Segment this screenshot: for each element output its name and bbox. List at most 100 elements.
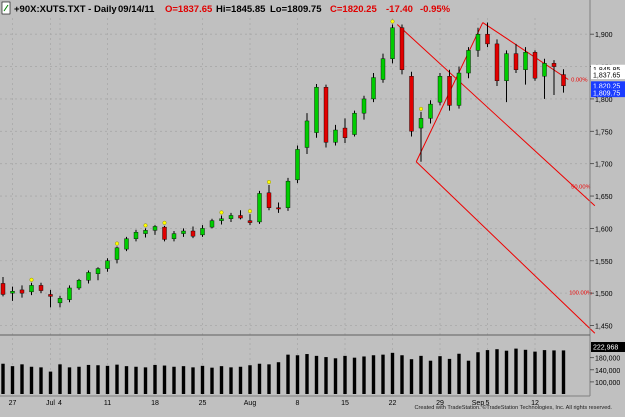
volume-bar xyxy=(143,367,148,394)
candle-up xyxy=(219,218,224,221)
price-badge-label: 1,820.25 xyxy=(593,84,620,91)
price-tick-label: 1,750 xyxy=(595,129,613,136)
candle-down xyxy=(0,283,6,295)
chart-header: +90X:XUTS.TXT - Daily 09/14/11 O=1837.65… xyxy=(1,1,451,15)
volume-bar xyxy=(48,371,53,394)
volume-tick-label: 140,000 xyxy=(595,368,620,375)
candle-up xyxy=(371,77,376,100)
candle-down xyxy=(323,87,329,143)
candle-down xyxy=(447,76,452,106)
candle-down xyxy=(399,27,405,70)
volume-bar xyxy=(172,366,176,394)
candle-up xyxy=(361,98,367,114)
candle-down xyxy=(561,74,566,87)
volume-bar xyxy=(77,366,81,394)
volume-badge xyxy=(591,342,625,352)
price-badge xyxy=(591,70,625,80)
volume-bar xyxy=(219,366,224,394)
volume-bar xyxy=(257,363,262,394)
volume-bar xyxy=(200,365,205,394)
pitchfork-level-label: 100.00% xyxy=(569,290,592,296)
candle-up xyxy=(437,76,443,103)
volume-bar xyxy=(58,364,62,394)
signal-marker xyxy=(162,220,167,225)
pitchfork-lower-line xyxy=(415,161,596,334)
volume-bar xyxy=(210,367,214,394)
signal-marker xyxy=(267,180,272,185)
price-tick-label: 1,650 xyxy=(595,194,613,201)
volume-bar xyxy=(362,356,366,394)
candle-up xyxy=(542,63,547,77)
candle-down xyxy=(276,207,281,210)
volume-bar xyxy=(533,351,537,394)
price-badge xyxy=(591,81,625,91)
price-tick-label: 1,450 xyxy=(595,324,613,331)
volume-bar xyxy=(447,358,452,394)
time-tick-label: 5 xyxy=(486,400,490,407)
time-tick-label: 11 xyxy=(104,400,111,407)
open-label: O=1837.65 xyxy=(165,4,213,15)
volume-bar xyxy=(295,355,300,394)
time-tick-label: 22 xyxy=(389,400,397,407)
signal-marker xyxy=(247,209,252,214)
candle-down xyxy=(48,294,53,297)
candle-down xyxy=(485,33,490,45)
volume-bar xyxy=(29,366,34,394)
candle-up xyxy=(228,215,234,219)
price-badge-label: 1,809.75 xyxy=(593,90,620,97)
candle-up xyxy=(314,87,319,133)
volume-tick-label: 100,000 xyxy=(595,380,620,387)
candle-up xyxy=(76,280,82,289)
volume-bar xyxy=(343,355,347,394)
volume-bar xyxy=(39,367,43,394)
volume-bar xyxy=(324,357,328,394)
volume-bar xyxy=(286,354,290,394)
candle-up xyxy=(257,193,262,223)
candle-up xyxy=(295,149,300,181)
volume-bar xyxy=(514,348,518,394)
candle-down xyxy=(551,63,557,67)
price-tick-label: 1,900 xyxy=(595,32,613,39)
candle-up xyxy=(209,220,215,228)
time-tick-label: 8 xyxy=(296,400,300,407)
candle-up xyxy=(10,291,15,294)
price-tick-label: 1,700 xyxy=(595,162,613,169)
volume-bar xyxy=(20,364,24,394)
volume-bar xyxy=(381,354,385,394)
candle-up xyxy=(304,120,310,148)
volume-bar xyxy=(267,364,271,394)
candle-up xyxy=(105,260,110,269)
candle-down xyxy=(19,289,25,294)
volume-bar xyxy=(504,350,509,394)
symbol-icon-mark xyxy=(3,4,9,12)
price-badge xyxy=(591,88,625,98)
volume-tick-label: 180,000 xyxy=(595,356,620,363)
volume-bar xyxy=(438,356,442,394)
candle-up xyxy=(466,50,471,74)
price-tick-label: 1,800 xyxy=(595,97,613,104)
time-tick-label: 29 xyxy=(436,400,444,407)
volume-bar xyxy=(67,367,72,394)
volume-bar xyxy=(191,367,195,394)
candle-up xyxy=(29,285,34,293)
candle-up xyxy=(352,112,357,135)
candle-up xyxy=(333,129,338,143)
candle-up xyxy=(285,180,291,208)
date-label: 09/14/11 xyxy=(118,4,155,15)
price-badge xyxy=(591,64,625,74)
candle-down xyxy=(513,53,519,70)
symbol-label: +90X:XUTS.TXT - Daily xyxy=(14,4,117,15)
candle-up xyxy=(152,226,158,231)
volume-bar xyxy=(495,349,499,394)
volume-bar xyxy=(96,365,100,394)
signal-marker xyxy=(390,19,395,24)
volume-bar xyxy=(153,364,157,394)
signal-marker xyxy=(114,241,119,246)
volume-bar xyxy=(162,365,167,394)
volume-bar xyxy=(419,355,423,394)
price-tick-label: 1,500 xyxy=(595,291,613,298)
volume-bar xyxy=(561,350,566,394)
signal-marker xyxy=(143,223,148,228)
candle-up xyxy=(456,72,462,106)
